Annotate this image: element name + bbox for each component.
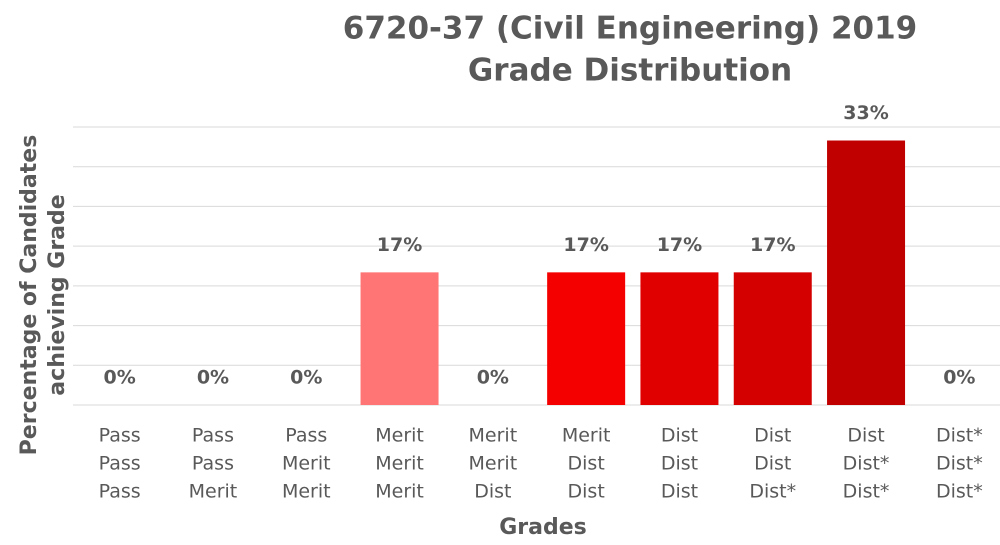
bar — [640, 272, 719, 405]
x-tick-label: Pass — [192, 425, 234, 447]
x-tick-label: Pass — [99, 425, 141, 447]
x-tick-label: Pass — [99, 453, 141, 475]
x-tick-label: Dist* — [936, 453, 983, 475]
x-tick-label: Merit — [189, 481, 238, 503]
x-tick-label: Dist* — [749, 481, 796, 503]
y-axis-label: Percentage of Candidates — [17, 135, 42, 456]
chart-title: 6720-37 (Civil Engineering) 2019 — [343, 11, 917, 47]
x-tick-label: Dist* — [936, 425, 983, 447]
data-label: 0% — [104, 367, 136, 389]
x-tick-label: Dist — [568, 453, 605, 475]
x-tick-label: Dist — [661, 425, 698, 447]
x-tick-label: Merit — [282, 481, 331, 503]
data-label: 17% — [657, 234, 702, 256]
bar — [827, 140, 906, 405]
x-tick-label: Pass — [192, 453, 234, 475]
x-tick-label: Merit — [562, 425, 611, 447]
data-label: 0% — [290, 367, 322, 389]
bar — [547, 272, 626, 405]
x-tick-label: Dist — [661, 481, 698, 503]
data-label: 17% — [750, 234, 795, 256]
x-tick-label: Dist — [661, 453, 698, 475]
x-tick-label: Merit — [469, 453, 518, 475]
x-tick-label: Dist* — [936, 481, 983, 503]
data-label: 0% — [197, 367, 229, 389]
data-label: 0% — [943, 367, 975, 389]
x-tick-label: Dist — [754, 425, 791, 447]
data-label: 0% — [477, 367, 509, 389]
chart-title: Grade Distribution — [468, 53, 792, 89]
x-tick-label: Dist* — [843, 481, 890, 503]
x-axis-label: Grades — [499, 515, 587, 540]
x-tick-label: Merit — [375, 425, 424, 447]
data-label: 17% — [377, 234, 422, 256]
x-tick-label: Merit — [282, 453, 331, 475]
x-tick-label: Pass — [99, 481, 141, 503]
x-tick-label: Merit — [375, 453, 424, 475]
data-label: 33% — [843, 102, 888, 124]
data-label: 17% — [563, 234, 608, 256]
x-tick-label: Dist — [568, 481, 605, 503]
x-tick-label: Dist — [474, 481, 511, 503]
x-tick-label: Dist* — [843, 453, 890, 475]
x-tick-label: Dist — [847, 425, 884, 447]
x-tick-label: Merit — [375, 481, 424, 503]
y-axis-label: achieving Grade — [45, 194, 70, 395]
bar — [360, 272, 439, 405]
x-tick-label: Dist — [754, 453, 791, 475]
x-tick-label: Pass — [285, 425, 327, 447]
x-tick-label: Merit — [469, 425, 518, 447]
bar — [733, 272, 812, 405]
